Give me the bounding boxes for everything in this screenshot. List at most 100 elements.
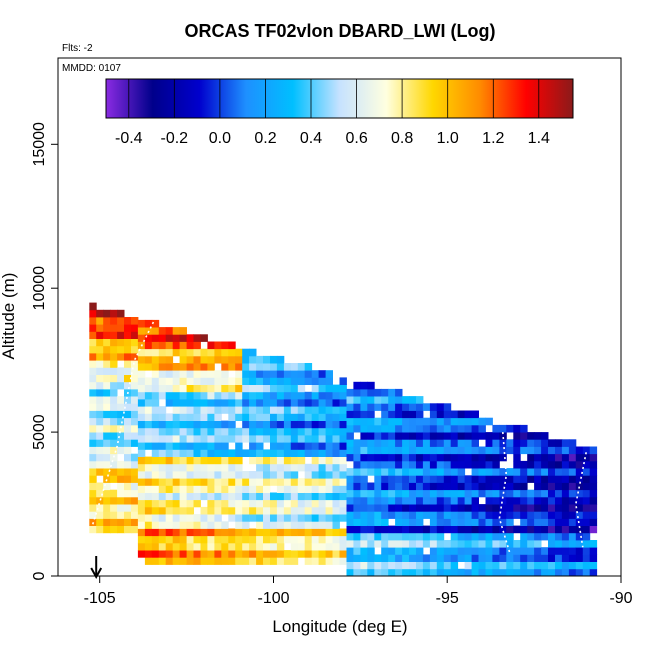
colorbar-gradient: [105, 78, 574, 119]
heatmap-cell: [200, 435, 208, 443]
heatmap-cell: [499, 468, 507, 476]
heatmap-cell: [207, 413, 215, 421]
heatmap-cell: [346, 468, 354, 476]
heatmap-cell: [409, 453, 417, 462]
heatmap-cell: [89, 446, 97, 455]
heatmap-cell: [318, 514, 326, 522]
heatmap-cell: [325, 435, 333, 443]
heatmap-cell: [429, 432, 438, 440]
heatmap-cell: [429, 468, 438, 476]
heatmap-cell: [360, 460, 368, 469]
heatmap-cell: [332, 528, 340, 537]
heatmap-cell: [561, 482, 570, 491]
heatmap-cell: [172, 413, 181, 421]
heatmap-cell: [485, 489, 493, 498]
heatmap-cell: [103, 518, 111, 526]
heatmap-cell: [534, 504, 542, 512]
heatmap-cell: [249, 449, 257, 457]
heatmap-cell: [304, 391, 313, 400]
heatmap-cell: [409, 568, 417, 577]
heatmap-cell: [422, 504, 431, 512]
heatmap-cell: [388, 547, 396, 555]
heatmap-cell: [339, 413, 347, 421]
heatmap-cell: [256, 485, 264, 493]
heatmap-cell: [228, 492, 236, 501]
heatmap-cell: [144, 485, 153, 493]
heatmap-cell: [165, 550, 174, 558]
heatmap-cell: [311, 471, 320, 479]
heatmap-cell: [555, 568, 563, 577]
heatmap-cell: [575, 489, 584, 498]
heatmap-cell: [96, 388, 104, 397]
heatmap-cell: [360, 439, 368, 447]
heatmap-cell: [506, 475, 514, 483]
heatmap-cell: [151, 420, 160, 429]
heatmap-cell: [214, 514, 222, 522]
heatmap-cell: [367, 511, 375, 519]
heatmap-cell: [221, 463, 229, 472]
heatmap-cell: [276, 355, 285, 364]
heatmap-cell: [541, 518, 549, 526]
heatmap-cell: [311, 391, 320, 400]
heatmap-cell: [242, 492, 250, 501]
heatmap-cell: [283, 456, 292, 465]
heatmap-cell: [464, 489, 472, 498]
heatmap-cell: [158, 334, 167, 342]
heatmap-cell: [221, 456, 229, 465]
heatmap-cell: [221, 492, 229, 501]
heatmap-cell: [457, 468, 466, 476]
heatmap-cell: [137, 406, 146, 414]
heatmap-cell: [332, 442, 340, 450]
heatmap-cell: [436, 532, 445, 541]
heatmap-cell: [193, 399, 201, 407]
heatmap-cell: [353, 460, 361, 469]
heatmap-cell: [311, 514, 320, 522]
heatmap-cell: [103, 511, 111, 519]
heatmap-cell: [89, 511, 97, 519]
heatmap-cell: [582, 475, 591, 483]
heatmap-cell: [374, 482, 382, 491]
heatmap-cell: [96, 525, 104, 534]
heatmap-cell: [534, 518, 542, 526]
heatmap-cell: [485, 482, 493, 491]
heatmap-cell: [158, 384, 167, 393]
heatmap-cell: [374, 561, 382, 570]
heatmap-cell: [589, 518, 598, 526]
heatmap-cell: [242, 435, 250, 443]
heatmap-cell: [416, 417, 424, 426]
heatmap-cell: [228, 514, 236, 522]
heatmap-cell: [527, 496, 535, 505]
heatmap-cell: [228, 391, 236, 400]
heatmap-cell: [89, 317, 97, 325]
heatmap-cell: [464, 424, 472, 433]
heatmap-cell: [263, 391, 271, 400]
heatmap-cell: [131, 367, 139, 375]
heatmap-cell: [353, 468, 361, 476]
heatmap-cell: [304, 471, 313, 479]
heatmap-cell: [318, 399, 326, 407]
heatmap-cell: [325, 456, 333, 465]
heatmap-cell: [165, 463, 174, 472]
heatmap-cell: [103, 360, 111, 368]
heatmap-cell: [144, 384, 153, 393]
heatmap-cell: [179, 499, 187, 508]
heatmap-cell: [103, 525, 111, 534]
heatmap-cell: [242, 506, 250, 515]
heatmap-cell: [276, 535, 285, 544]
heatmap-cell: [422, 453, 431, 462]
heatmap-cell: [214, 427, 222, 436]
heatmap-cell: [367, 504, 375, 512]
heatmap-cell: [443, 568, 452, 577]
heatmap-cell: [89, 324, 97, 332]
heatmap-cell: [374, 460, 382, 469]
heatmap-cell: [221, 528, 229, 537]
heatmap-cell: [548, 511, 556, 519]
heatmap-cell: [158, 485, 167, 493]
heatmap-cell: [429, 417, 438, 426]
heatmap-cell: [263, 449, 271, 457]
heatmap-cell: [151, 542, 160, 551]
heatmap-cell: [325, 557, 333, 565]
heatmap-cell: [131, 518, 139, 526]
heatmap-cell: [443, 496, 452, 505]
heatmap-cell: [367, 568, 375, 577]
